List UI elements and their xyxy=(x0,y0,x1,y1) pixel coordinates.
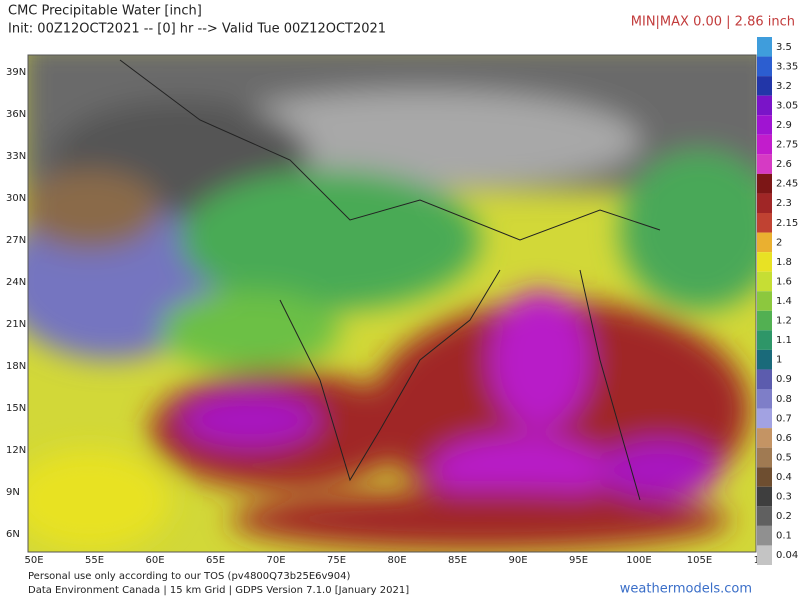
tos-note: Personal use only according to our TOS (… xyxy=(28,571,351,582)
colorbar-label: 2 xyxy=(776,237,782,248)
colorbar-label: 1.4 xyxy=(776,296,792,307)
colorbar-swatch xyxy=(757,467,772,487)
colorbar-swatch xyxy=(757,330,772,350)
colorbar-swatch xyxy=(757,389,772,409)
colorbar-swatch xyxy=(757,173,772,194)
colorbar-label: 0.3 xyxy=(776,492,792,503)
min-max: MIN|MAX 0.00 | 2.86 inch xyxy=(631,15,795,30)
colorbar-label: 3.5 xyxy=(776,42,792,53)
lon-label: 105E xyxy=(687,555,712,566)
colorbar-label: 0.9 xyxy=(776,374,792,385)
lon-label: 80E xyxy=(387,555,406,566)
colorbar-label: 1.8 xyxy=(776,257,792,268)
lat-label: 9N xyxy=(6,487,20,498)
lon-label: 90E xyxy=(508,555,527,566)
lon-label: 95E xyxy=(569,555,588,566)
lat-label: 12N xyxy=(6,445,26,456)
lat-label: 30N xyxy=(6,193,26,204)
lon-label: 60E xyxy=(145,555,164,566)
lat-label: 24N xyxy=(6,277,26,288)
colorbar-swatch xyxy=(757,545,772,565)
lat-label: 39N xyxy=(6,67,26,78)
lon-label: 65E xyxy=(206,555,225,566)
colorbar-label: 1.1 xyxy=(776,335,792,346)
map xyxy=(28,55,756,552)
lon-label: 85E xyxy=(448,555,467,566)
colorbar-swatch xyxy=(757,525,772,546)
colorbar-swatch xyxy=(757,193,772,213)
lat-label: 21N xyxy=(6,319,26,330)
colorbar-swatch xyxy=(757,486,772,507)
colorbar-label: 0.2 xyxy=(776,511,792,522)
brand[interactable]: weathermodels.com xyxy=(620,582,752,597)
colorbar-swatch xyxy=(757,369,772,389)
colorbar-label: 0.8 xyxy=(776,394,792,405)
lat-label: 27N xyxy=(6,235,26,246)
lat-label: 36N xyxy=(6,109,26,120)
colorbar-swatch xyxy=(757,213,772,233)
colorbar-label: 0.7 xyxy=(776,413,792,424)
colorbar-label: 0.04 xyxy=(776,550,798,561)
colorbar-swatch xyxy=(757,115,772,135)
colorbar-label: 0.6 xyxy=(776,433,792,444)
lat-label: 18N xyxy=(6,361,26,372)
lat-label: 33N xyxy=(6,151,26,162)
colorbar-label: 1 xyxy=(776,355,782,366)
colorbar-swatch xyxy=(757,134,772,155)
colorbar-label: 3.2 xyxy=(776,81,792,92)
lat-label: 6N xyxy=(6,529,20,540)
lat-label: 15N xyxy=(6,403,26,414)
colorbar-swatch xyxy=(757,428,772,448)
colorbar-label: 1.2 xyxy=(776,316,792,327)
lon-label: 55E xyxy=(85,555,104,566)
colorbar-label: 1.6 xyxy=(776,276,792,287)
colorbar-swatch xyxy=(757,37,772,57)
colorbar-label: 2.15 xyxy=(776,218,798,229)
colorbar-swatch xyxy=(757,447,772,468)
colorbar-swatch xyxy=(757,56,772,77)
colorbar-label: 0.1 xyxy=(776,531,792,542)
colorbar-swatch xyxy=(757,154,772,174)
colorbar-label: 2.75 xyxy=(776,140,798,151)
lon-label: 100E xyxy=(626,555,651,566)
colorbar-label: 2.6 xyxy=(776,159,792,170)
colorbar-swatch xyxy=(757,271,772,292)
colorbar-swatch xyxy=(757,408,772,429)
colorbar-label: 2.9 xyxy=(776,120,792,131)
colorbar-label: 0.4 xyxy=(776,472,792,483)
colorbar-swatch xyxy=(757,310,772,331)
title: CMC Precipitable Water [inch] xyxy=(8,4,202,19)
colorbar-swatch xyxy=(757,232,772,253)
source-note: Data Environment Canada | 15 km Grid | G… xyxy=(28,585,409,596)
lat-labels: 39N 36N 33N 30N 27N 24N 21N 18N 15N 12N 9N 6N xyxy=(6,67,26,540)
colorbar-swatch xyxy=(757,252,772,272)
colorbar-label: 2.45 xyxy=(776,179,798,190)
colorbar-swatch xyxy=(757,291,772,311)
colorbar-label: 0.5 xyxy=(776,452,792,463)
colorbar-label: 3.05 xyxy=(776,100,798,111)
colorbar-swatch xyxy=(757,349,772,370)
lon-label: 75E xyxy=(327,555,346,566)
colorbar-swatch xyxy=(757,506,772,526)
init-line: Init: 00Z12OCT2021 -- [0] hr --> Valid T… xyxy=(8,22,386,37)
colorbar-label: 3.35 xyxy=(776,61,798,72)
lon-label: 70E xyxy=(266,555,285,566)
lon-label: 50E xyxy=(24,555,43,566)
lon-labels: 50E55E60E65E70E75E80E85E90E95E100E105E11 xyxy=(24,555,766,566)
colorbar-label: 2.3 xyxy=(776,198,792,209)
colorbar-swatch xyxy=(757,95,772,116)
map-frame xyxy=(27,54,757,553)
colorbar: 3.5 3.35 3.2 3.05 2.9 2.75 2.6 2.45 2.3 2.15 2 1.8 1… xyxy=(757,37,798,565)
colorbar-swatch xyxy=(757,76,772,96)
